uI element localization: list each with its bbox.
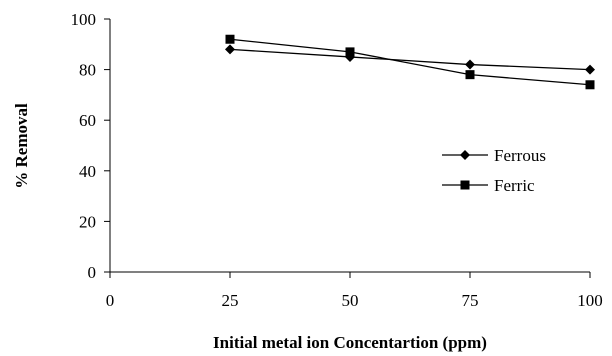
x-tick-label: 75 — [462, 291, 479, 310]
data-point-ferric — [345, 47, 355, 57]
y-tick-label: 60 — [79, 111, 96, 130]
y-tick-label: 80 — [79, 61, 96, 80]
series-ferric — [225, 34, 595, 90]
data-point-ferric — [585, 80, 595, 90]
legend-item-ferrous: Ferrous — [442, 146, 546, 165]
x-tick-label: 0 — [106, 291, 115, 310]
y-tick-label: 20 — [79, 212, 96, 231]
legend-label: Ferric — [494, 176, 535, 195]
x-tick-label: 100 — [577, 291, 603, 310]
data-point-ferrous — [225, 44, 235, 55]
x-axis-ticks: 0 25 50 75 100 — [106, 272, 603, 310]
series-group — [225, 34, 595, 90]
data-point-ferric — [465, 70, 475, 80]
data-point-ferrous — [585, 64, 595, 75]
y-tick-label: 0 — [88, 263, 97, 282]
series-line-ferrous — [229, 48, 591, 71]
data-point-ferrous — [465, 59, 475, 70]
x-tick-label: 25 — [222, 291, 239, 310]
y-axis-title: % Removal — [12, 103, 31, 189]
y-tick-label: 40 — [79, 162, 96, 181]
x-tick-label: 50 — [342, 291, 359, 310]
y-tick-label: 100 — [71, 10, 97, 29]
x-axis-title: Initial metal ion Concentartion (ppm) — [213, 333, 487, 352]
legend-item-ferric: Ferric — [442, 176, 535, 195]
series-line-ferric — [229, 38, 591, 86]
series-ferrous — [225, 44, 595, 75]
legend-label: Ferrous — [494, 146, 546, 165]
legend-marker — [460, 150, 470, 160]
legend-marker — [460, 180, 470, 190]
data-point-ferric — [225, 34, 235, 44]
legend: Ferrous Ferric — [442, 146, 546, 195]
y-axis-ticks: 0 20 40 60 80 100 — [71, 10, 110, 282]
